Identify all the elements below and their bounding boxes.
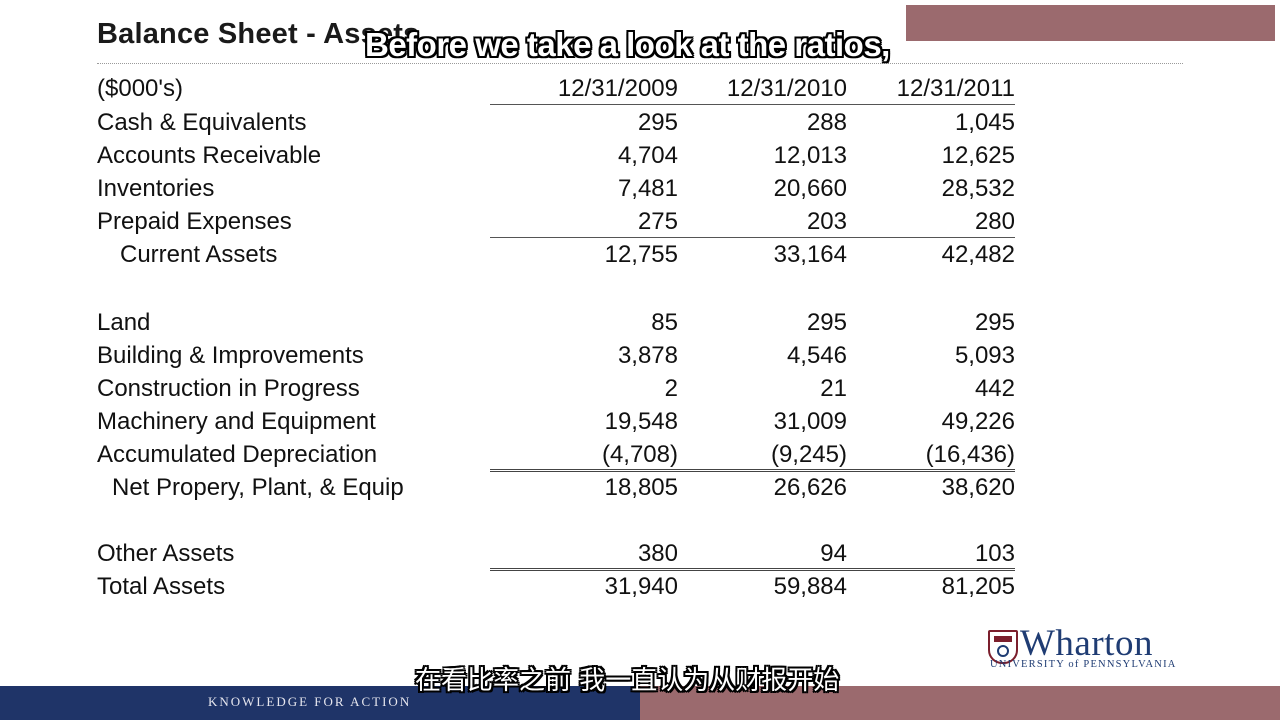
row-value: 295	[974, 309, 1015, 336]
row-label: Prepaid Expenses	[97, 208, 292, 235]
row-value: 442	[974, 375, 1015, 402]
logo-subtitle: UNIVERSITY of PENNSYLVANIA	[990, 659, 1177, 670]
total-row: Total Assets 31,940 59,884 81,205	[0, 570, 1280, 603]
row-value: 380	[637, 540, 678, 567]
row-value: 3,878	[617, 342, 678, 369]
row-label: Accounts Receivable	[97, 142, 322, 169]
row-label: Net Propery, Plant, & Equip	[112, 474, 404, 501]
units-label: ($000's)	[97, 75, 183, 102]
row-value: (9,245)	[770, 441, 847, 468]
table-row: Prepaid Expenses 275 203 280	[0, 205, 1280, 238]
row-value: 12,755	[604, 241, 678, 268]
row-value: 4,546	[786, 342, 847, 369]
column-header: 12/31/2009	[557, 75, 678, 102]
row-label: Building & Improvements	[97, 342, 364, 369]
footer-tagline: KNOWLEDGE FOR ACTION	[208, 694, 412, 709]
row-value: (4,708)	[601, 441, 678, 468]
row-label: Land	[97, 309, 151, 336]
row-value: 31,940	[604, 573, 678, 600]
table-row: Construction in Progress 2 21 442	[0, 372, 1280, 405]
table-row: Cash & Equivalents 295 288 1,045	[0, 106, 1280, 139]
chinese-subtitle: 在看比率之前 我一直认为从财报开始	[415, 666, 840, 696]
row-value: 81,205	[941, 573, 1015, 600]
row-value: 7,481	[617, 175, 678, 202]
row-label: Accumulated Depreciation	[97, 441, 378, 468]
row-value: 275	[637, 208, 678, 235]
table-row: Land 85 295 295	[0, 306, 1280, 339]
row-value: 49,226	[941, 408, 1015, 435]
shield-icon	[988, 630, 1018, 664]
row-value: (16,436)	[925, 441, 1015, 468]
row-label: Total Assets	[97, 573, 226, 600]
row-value: 12,013	[773, 142, 847, 169]
row-value: 1,045	[954, 109, 1015, 136]
table-row: Accounts Receivable 4,704 12,013 12,625	[0, 139, 1280, 172]
row-value: 21	[820, 375, 847, 402]
column-header: 12/31/2010	[726, 75, 847, 102]
row-value: 203	[806, 208, 847, 235]
row-value: 103	[974, 540, 1015, 567]
row-value: 38,620	[941, 474, 1015, 501]
total-rule	[490, 568, 1015, 571]
row-value: 19,548	[604, 408, 678, 435]
row-label: Cash & Equivalents	[97, 109, 307, 136]
row-label: Inventories	[97, 175, 215, 202]
footer-accent-bar	[640, 686, 1280, 720]
row-value: 26,626	[773, 474, 847, 501]
slide-title: Balance Sheet - Assets	[97, 18, 420, 50]
header-accent-band	[906, 5, 1275, 41]
logo-wordmark: Wharton	[1020, 623, 1153, 664]
column-header: 12/31/2011	[896, 75, 1015, 102]
row-value: 59,884	[773, 573, 847, 600]
table-row: Inventories 7,481 20,660 28,532	[0, 172, 1280, 205]
row-value: 42,482	[941, 241, 1015, 268]
row-value: 295	[637, 109, 678, 136]
row-value: 31,009	[773, 408, 847, 435]
row-value: 33,164	[773, 241, 847, 268]
row-value: 28,532	[941, 175, 1015, 202]
table-row: Other Assets 380 94 103	[0, 537, 1280, 570]
row-value: 5,093	[954, 342, 1015, 369]
row-value: 288	[806, 109, 847, 136]
row-label: Current Assets	[120, 241, 278, 268]
row-value: 20,660	[773, 175, 847, 202]
row-label: Machinery and Equipment	[97, 408, 376, 435]
table-row: Building & Improvements 3,878 4,546 5,09…	[0, 339, 1280, 372]
row-value: 2	[664, 375, 678, 402]
english-subtitle: Before we take a look at the ratios,	[365, 26, 890, 63]
footer-bar: KNOWLEDGE FOR ACTION	[0, 686, 640, 720]
table-header-row: ($000's) 12/31/2009 12/31/2010 12/31/201…	[0, 72, 1280, 105]
row-value: 280	[974, 208, 1015, 235]
subtotal-row: Current Assets 12,755 33,164 42,482	[0, 238, 1280, 271]
row-value: 94	[820, 540, 847, 567]
subtotal-rule	[490, 237, 1015, 238]
row-value: 295	[806, 309, 847, 336]
row-value: 4,704	[617, 142, 678, 169]
wharton-logo: Wharton UNIVERSITY of PENNSYLVANIA	[988, 623, 1193, 673]
subtotal-row: Net Propery, Plant, & Equip 18,805 26,62…	[0, 471, 1280, 504]
row-label: Construction in Progress	[97, 375, 360, 402]
header-underline	[490, 104, 1015, 105]
row-value: 12,625	[941, 142, 1015, 169]
table-row: Accumulated Depreciation (4,708) (9,245)…	[0, 438, 1280, 471]
row-label: Other Assets	[97, 540, 235, 567]
title-divider	[97, 63, 1183, 64]
table-row: Machinery and Equipment 19,548 31,009 49…	[0, 405, 1280, 438]
row-value: 18,805	[604, 474, 678, 501]
row-value: 85	[651, 309, 678, 336]
subtotal-rule	[490, 469, 1015, 472]
